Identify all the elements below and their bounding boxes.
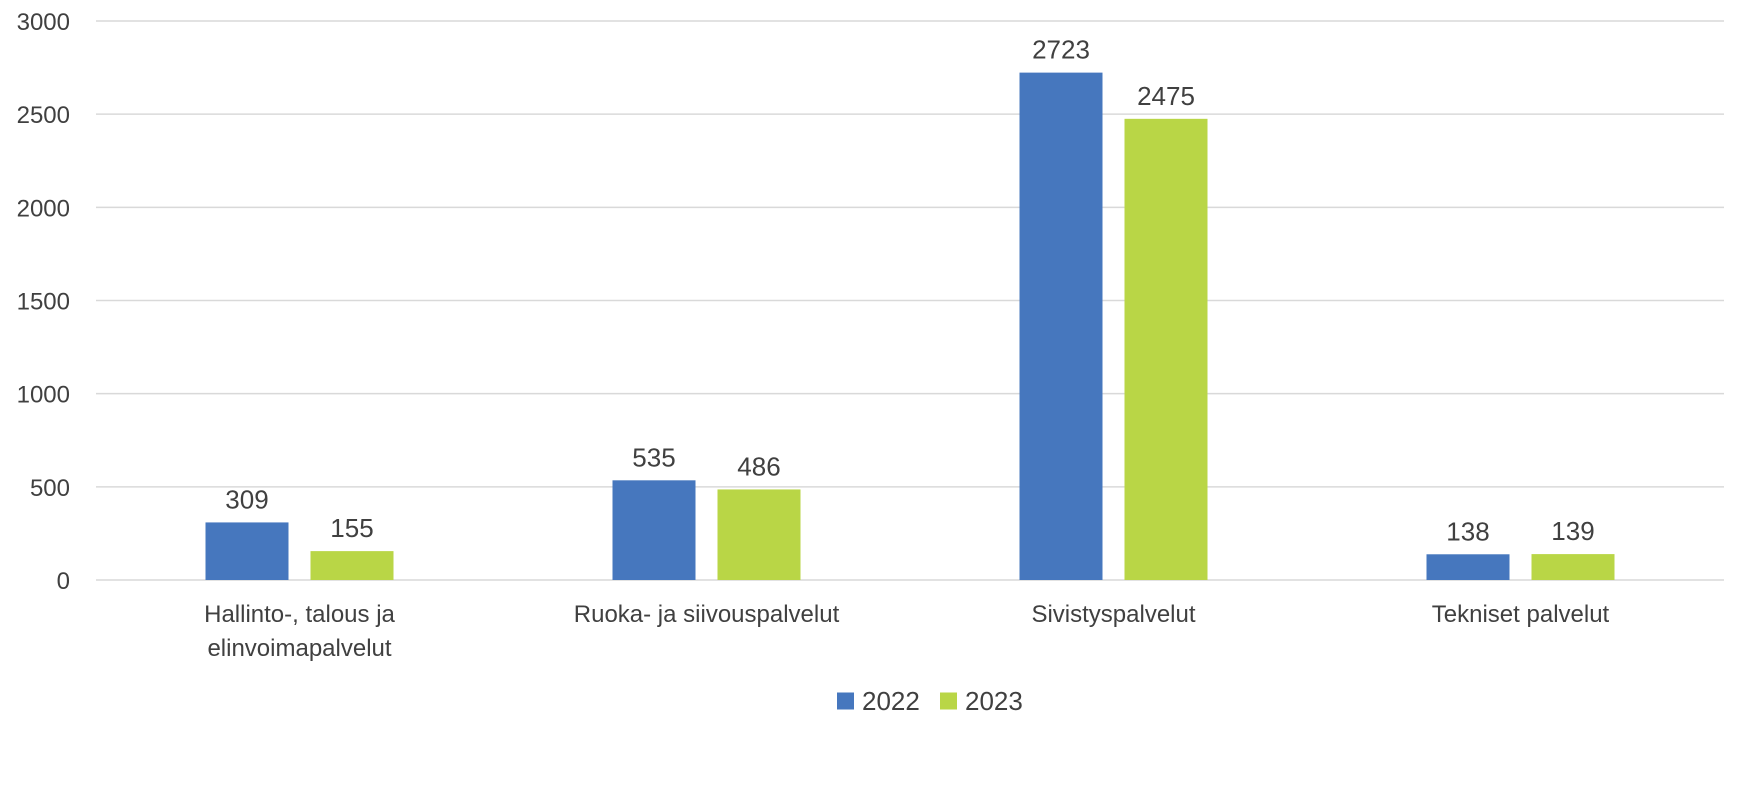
data-label: 2475 bbox=[1137, 81, 1195, 111]
y-tick-label: 1000 bbox=[17, 382, 70, 409]
bars bbox=[205, 72, 1615, 581]
x-axis-categories: Hallinto-, talous ja elinvoimapalvelut Ruo… bbox=[204, 601, 1609, 662]
legend-item-2022: 2022 bbox=[837, 686, 920, 716]
y-tick-label: 500 bbox=[30, 475, 70, 502]
data-labels: 309 155 535 486 2723 2475 138 139 bbox=[225, 35, 1594, 547]
y-tick-label: 1500 bbox=[17, 289, 70, 316]
y-axis-ticks: 0 500 1000 1500 2000 2500 3000 bbox=[17, 9, 70, 595]
bar-2022-2 bbox=[1019, 72, 1103, 581]
bar-2023-3 bbox=[1531, 554, 1615, 580]
x-category-label: elinvoimapalvelut bbox=[207, 635, 391, 662]
y-tick-label: 3000 bbox=[17, 9, 70, 36]
x-category-label: Sivistyspalvelut bbox=[1031, 601, 1195, 628]
legend-swatch bbox=[940, 692, 957, 710]
bar-2023-1 bbox=[717, 489, 801, 580]
legend-label: 2022 bbox=[862, 686, 920, 716]
gridlines bbox=[96, 20, 1724, 581]
data-label: 139 bbox=[1551, 516, 1594, 546]
x-category-label: Hallinto-, talous ja bbox=[204, 601, 395, 628]
legend-label: 2023 bbox=[965, 686, 1023, 716]
bar-2023-2 bbox=[1124, 118, 1208, 580]
legend-swatch bbox=[837, 692, 854, 710]
data-label: 535 bbox=[632, 442, 675, 472]
data-label: 2723 bbox=[1032, 35, 1090, 65]
bar-2022-1 bbox=[612, 480, 696, 580]
y-tick-label: 0 bbox=[57, 568, 70, 595]
data-label: 155 bbox=[330, 513, 373, 543]
legend-item-2023: 2023 bbox=[940, 686, 1023, 716]
bar-2022-0 bbox=[205, 522, 289, 580]
bar-2023-0 bbox=[310, 551, 394, 580]
x-category-label: Ruoka- ja siivouspalvelut bbox=[574, 601, 840, 628]
bar-2022-3 bbox=[1426, 554, 1510, 580]
data-label: 138 bbox=[1446, 516, 1489, 546]
y-tick-label: 2000 bbox=[17, 195, 70, 222]
data-label: 486 bbox=[737, 451, 780, 481]
legend: 2022 2023 bbox=[837, 686, 1023, 716]
y-tick-label: 2500 bbox=[17, 102, 70, 129]
x-category-label: Tekniset palvelut bbox=[1432, 601, 1610, 628]
data-label: 309 bbox=[225, 484, 268, 514]
